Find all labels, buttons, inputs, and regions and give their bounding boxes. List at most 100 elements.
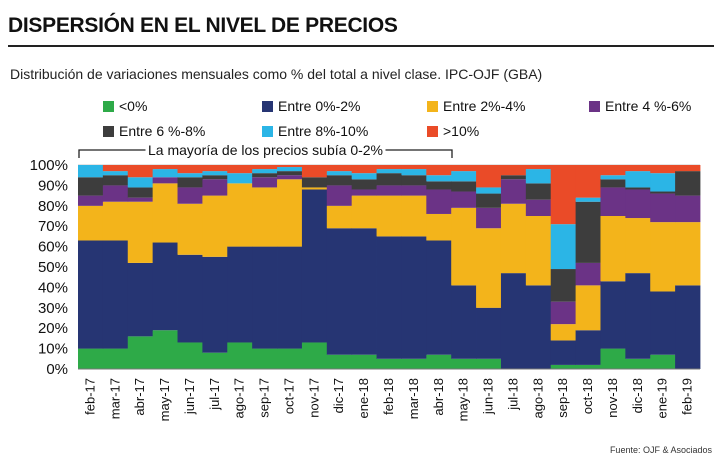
x-tick-label: nov-17 [306,378,321,418]
x-tick-label: nov-18 [605,378,620,418]
bar-segment [326,228,353,355]
bar-segment [127,165,154,178]
x-tick-label: jul-17 [207,378,222,411]
bar-segment [301,165,328,178]
bar-segment [177,165,203,174]
bar-segment [575,330,601,365]
x-tick-label: dic-18 [630,378,645,413]
legend-item: Entre 4 %-6% [589,98,691,114]
x-tick-label: oct-18 [580,378,595,414]
legend-swatch [262,126,273,137]
bar-segment [476,307,502,359]
bar-segment [252,348,278,369]
bar-segment [252,246,278,349]
bar-segment [650,354,676,369]
bar-segment [575,285,601,331]
bar-segment [351,228,377,355]
bar-segment [177,173,203,178]
bar-segment [326,171,353,176]
bar-segment [102,348,129,369]
bar-segment [152,169,178,178]
bar-segment [426,181,452,190]
bar-segment [525,285,552,369]
bar-segment [525,183,552,200]
x-tick-label: ene-19 [655,378,670,418]
bar-segment [127,201,154,263]
bar-segment [202,256,228,353]
bar-segment [326,205,353,229]
x-tick-label: feb-17 [82,378,97,415]
bar-segment [625,218,651,274]
bar-segment [625,171,651,188]
bar-segment [650,191,676,194]
bar-segment [451,191,477,208]
bar-segment [376,185,402,196]
bar-segment [451,207,477,286]
bar-segment [650,193,676,223]
bar-segment [650,222,676,292]
y-tick-label: 40% [38,279,68,296]
bar-segment [550,269,576,302]
bar-segment [525,165,552,170]
bar-segment [351,179,377,190]
bar-segment [227,173,253,184]
bar-segment [227,342,253,369]
y-tick-label: 90% [38,177,68,194]
bar-segment [600,216,626,282]
bar-segment [650,173,676,192]
bar-segment [550,340,576,365]
x-tick-label: ago-18 [530,378,545,418]
legend-item: Entre 0%-2% [262,98,360,114]
legend-swatch [103,126,114,137]
bar-segment [202,165,228,172]
legend-item: <0% [103,98,147,114]
bar-segment [401,236,427,359]
bar-segment [376,195,402,237]
bar-segment [351,195,377,229]
bar-segment [476,228,502,308]
x-tick-label: jun-18 [481,378,496,415]
bar-segment [451,171,477,182]
bar-segment [277,171,303,176]
x-tick-label: mar-17 [107,378,122,419]
bar-segment [252,165,278,170]
x-tick-label: sep-17 [257,378,272,418]
bar-segment [376,169,402,174]
legend-item: Entre 2%-4% [427,98,525,114]
y-tick-label: 80% [38,198,68,215]
bar-segment [152,177,178,184]
bar-segment [301,187,328,190]
bar-segment [376,236,402,359]
x-tick-label: jul-18 [505,378,520,411]
bar-segment [376,165,402,170]
y-tick-label: 60% [38,239,68,256]
bar-segment [401,165,427,170]
x-tick-label: jun-17 [182,378,197,415]
bar-segment [500,165,527,176]
bar-segment [401,358,427,369]
bar-segment [426,354,452,369]
bar-segment [102,165,129,172]
bar-segment [550,224,576,270]
bar-segment [277,175,303,180]
bar-segment [675,222,701,286]
bar-segment [625,165,651,172]
bar-segment [277,246,303,349]
legend-label: >10% [443,123,480,139]
bar-segment [351,354,377,369]
bar-segment [78,165,104,178]
legend-label: Entre 8%-10% [278,123,369,139]
bar-segment [550,364,576,369]
chart-title: DISPERSIÓN EN EL NIVEL DE PRECIOS [8,14,398,37]
bar-segment [102,240,129,349]
bar-segment [202,352,228,369]
title-underline [8,45,714,47]
bar-segment [401,185,427,196]
bar-segment [500,175,527,180]
bar-segment [127,177,154,188]
legend-label: <0% [119,98,148,114]
bar-segment [575,262,601,286]
bar-segment [500,179,527,204]
bar-segment [177,342,203,369]
bar-segment [476,193,502,208]
